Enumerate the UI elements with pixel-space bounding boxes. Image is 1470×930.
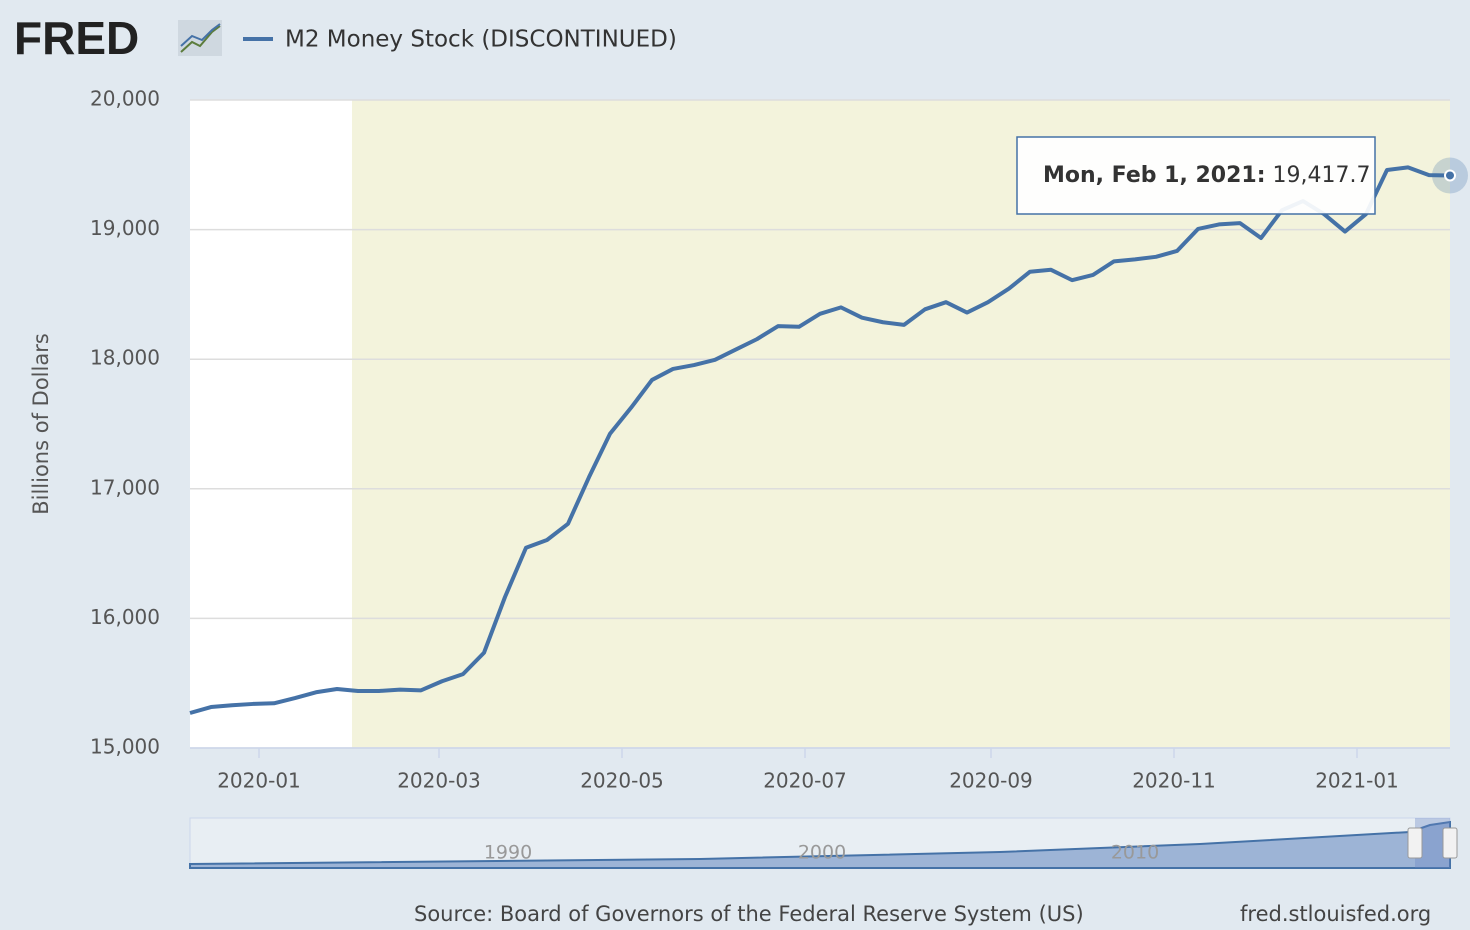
site: fred.stlouisfed.org [1240, 902, 1431, 926]
navigator-label: 2000 [798, 842, 846, 864]
tooltip-value: 19,417.7 [1273, 163, 1371, 188]
hover-point [1444, 169, 1456, 182]
y-tick-label: 15,000 [90, 735, 160, 759]
y-tick-label: 16,000 [90, 605, 160, 629]
navigator [189, 817, 1458, 869]
x-tick-label: 2020-07 [763, 769, 847, 793]
x-tick-label: 2020-05 [580, 769, 664, 793]
y-tick-label: 17,000 [90, 475, 160, 499]
series-line [189, 165, 1451, 715]
navigator-label: 2010 [1111, 842, 1159, 864]
x-tick-label: 2020-03 [397, 769, 481, 793]
source: Source: Board of Governors of the Federa… [414, 902, 1084, 926]
y-tick-label: 18,000 [90, 346, 160, 370]
tooltip-box [1016, 136, 1376, 215]
legend-label: M2 Money Stock (DISCONTINUED) [285, 27, 677, 53]
x-tick-label: 2020-11 [1132, 769, 1216, 793]
logo: FRED [14, 12, 139, 64]
navigator-label: 1990 [484, 842, 532, 864]
x-tick-label: 2021-01 [1315, 769, 1399, 793]
y-tick-label: 19,000 [90, 216, 160, 240]
tooltip-text: Mon, Feb 1, 2021: 19,417.7 [1043, 163, 1370, 188]
tooltip-date: Mon, Feb 1, 2021: [1043, 163, 1266, 188]
y-axis-label: Billions of Dollars [29, 333, 53, 515]
x-tick-label: 2020-01 [217, 769, 301, 793]
y-tick-label: 20,000 [90, 87, 160, 111]
x-tick-label: 2020-09 [949, 769, 1033, 793]
logo-icon [178, 20, 222, 56]
